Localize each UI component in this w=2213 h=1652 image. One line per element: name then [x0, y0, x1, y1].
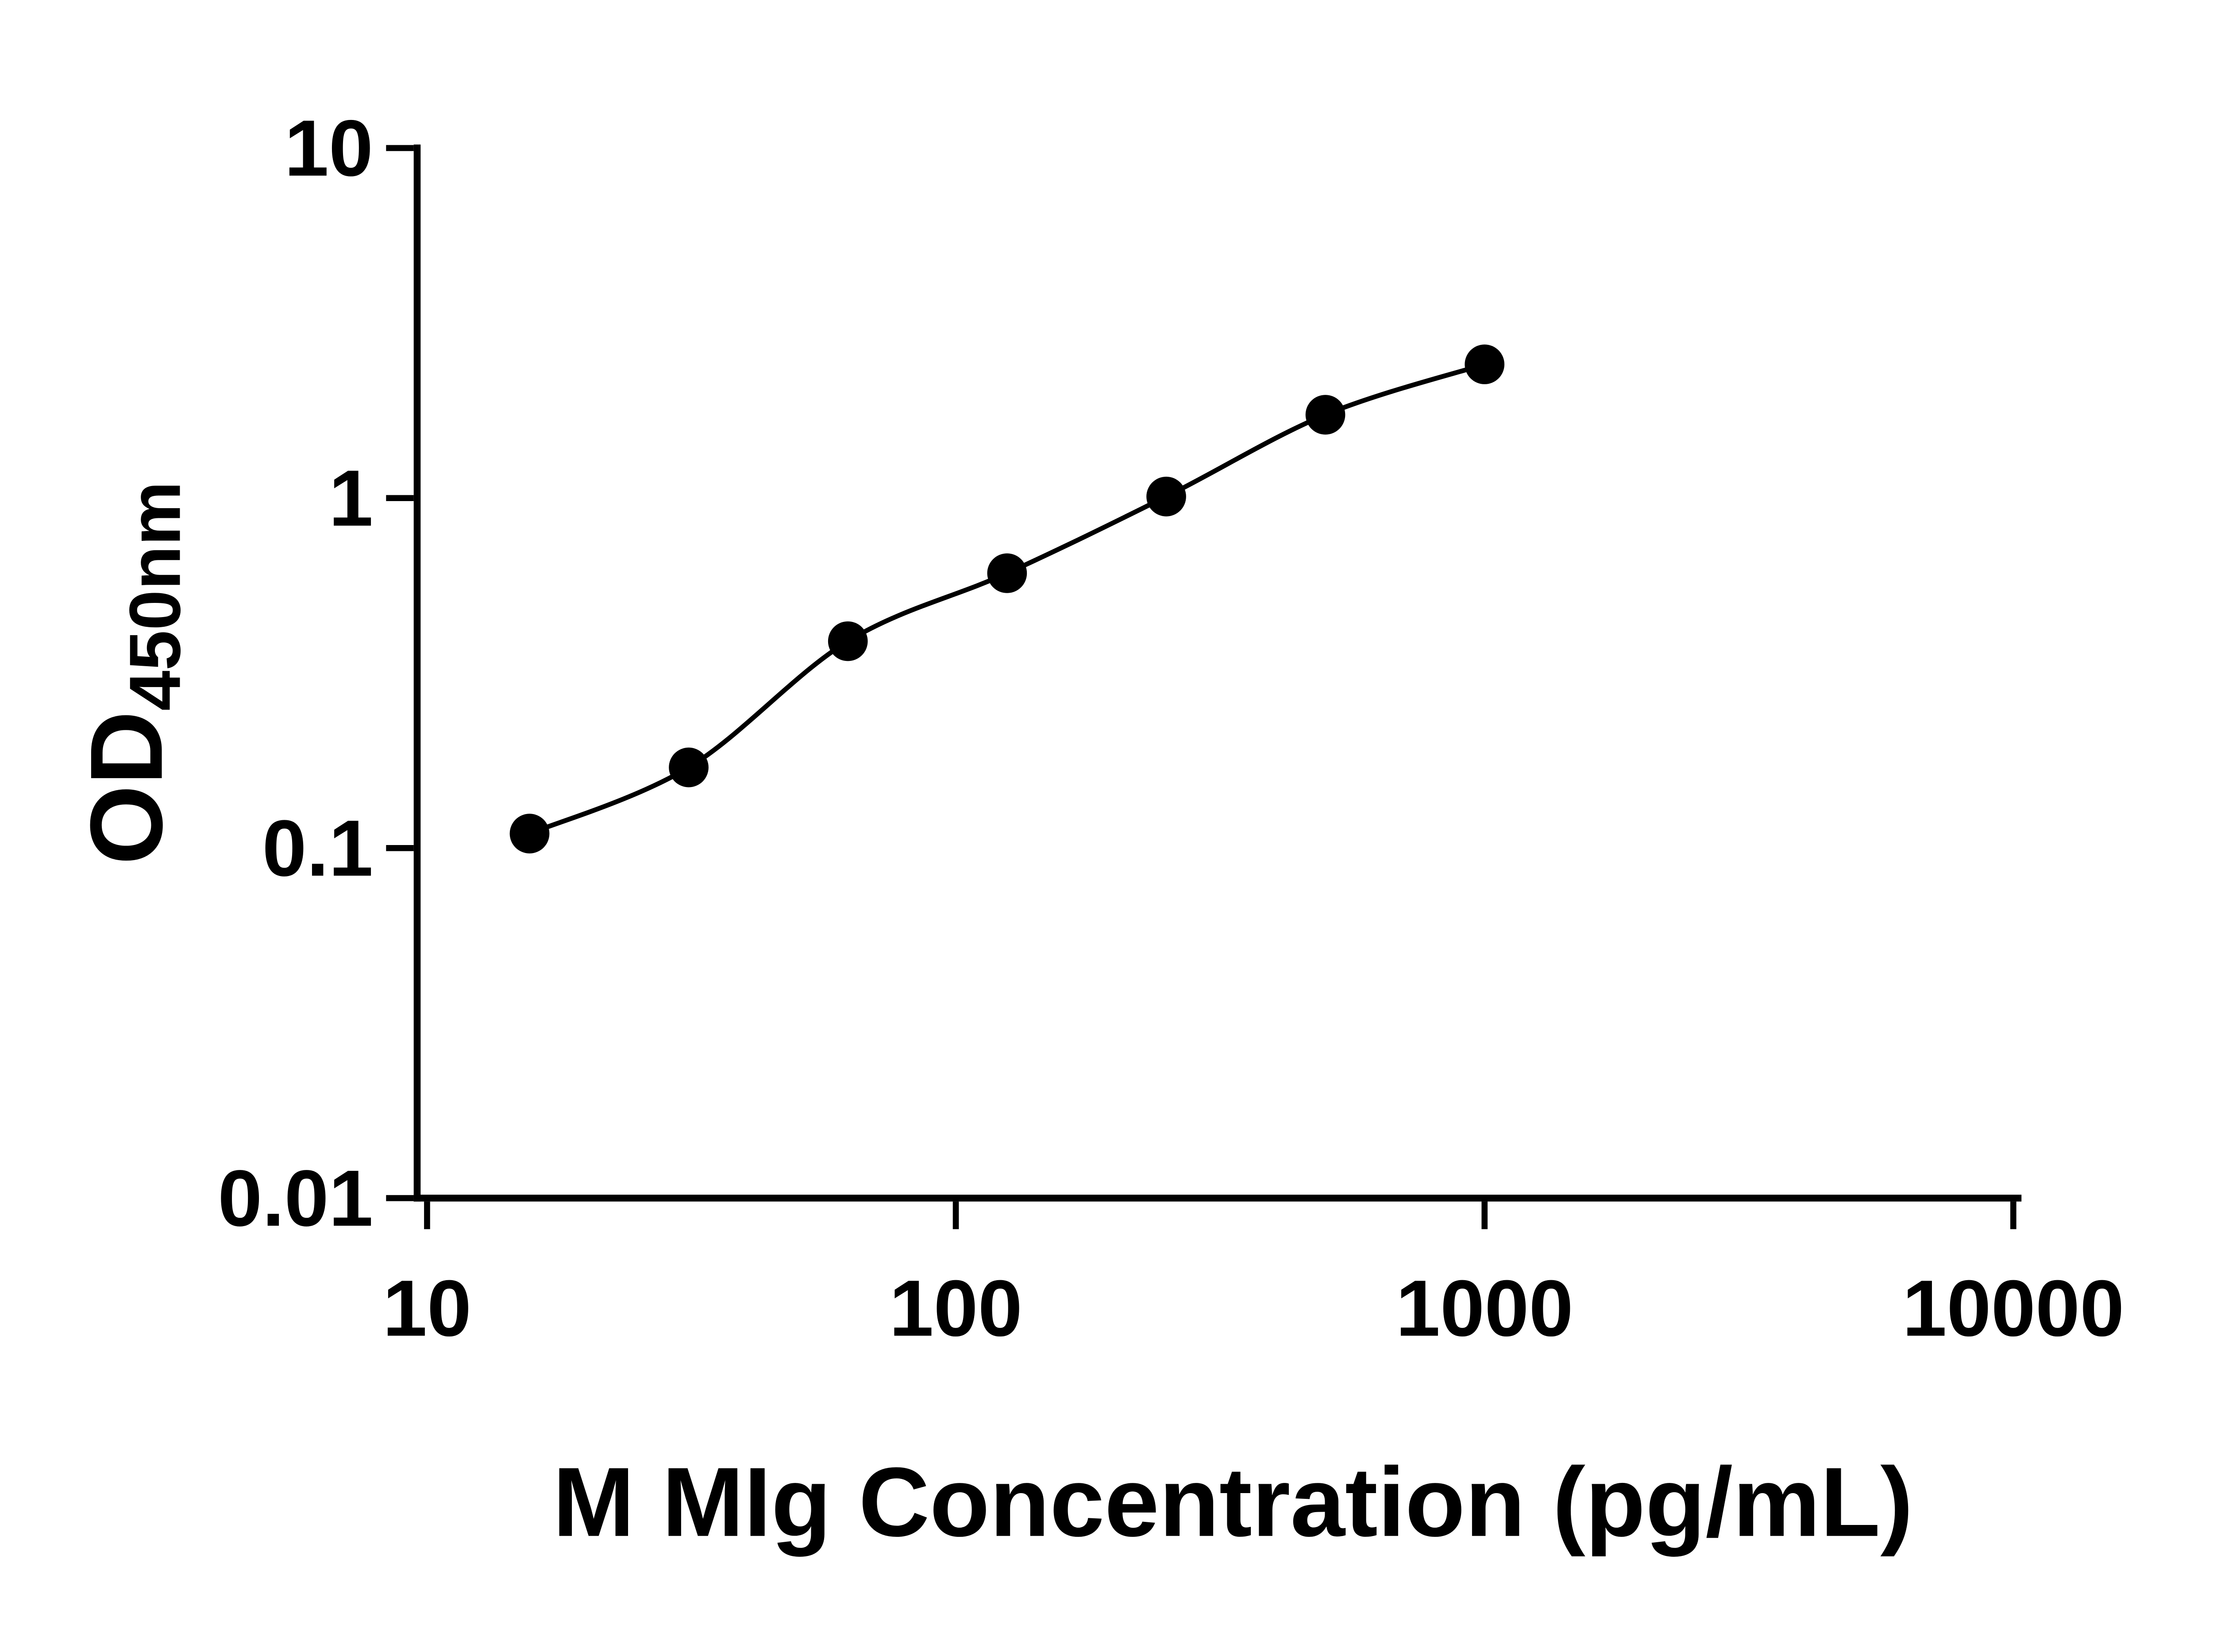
x-tick-label: 100 [889, 1264, 1022, 1353]
chart-canvas: 0.01 0.1 1 10 10 100 1000 10000 M MIg Concentra… [69, 104, 2124, 1557]
x-tick-label: 10 [383, 1264, 472, 1353]
y-tick-label: 1 [329, 454, 373, 543]
elisa-standard-curve-figure: 0.01 0.1 1 10 10 100 1000 10000 M MIg Concentra… [69, 104, 2124, 1557]
y-tick-label: 0.1 [262, 804, 373, 893]
data-point-marker [1305, 395, 1346, 435]
y-axis-title-main: OD [69, 711, 184, 865]
y-axis-title: OD450nm [69, 481, 196, 865]
data-point-marker [987, 553, 1027, 593]
x-tick-label: 10000 [1902, 1264, 2124, 1353]
axes: 0.01 0.1 1 10 10 100 1000 10000 [218, 104, 2124, 1353]
y-axis-title-subscript: 450nm [114, 481, 195, 711]
y-tick-label: 10 [285, 104, 374, 193]
plot-series [509, 344, 1505, 853]
data-point-marker [1146, 476, 1186, 517]
data-point-marker [1465, 344, 1505, 384]
data-point-marker [828, 621, 868, 661]
data-point-marker [669, 747, 709, 787]
data-point-marker [509, 814, 550, 853]
x-tick-label: 1000 [1396, 1264, 1573, 1353]
y-tick-label: 0.01 [218, 1154, 373, 1243]
x-axis-title: M MIg Concentration (pg/mL) [553, 1447, 1913, 1557]
